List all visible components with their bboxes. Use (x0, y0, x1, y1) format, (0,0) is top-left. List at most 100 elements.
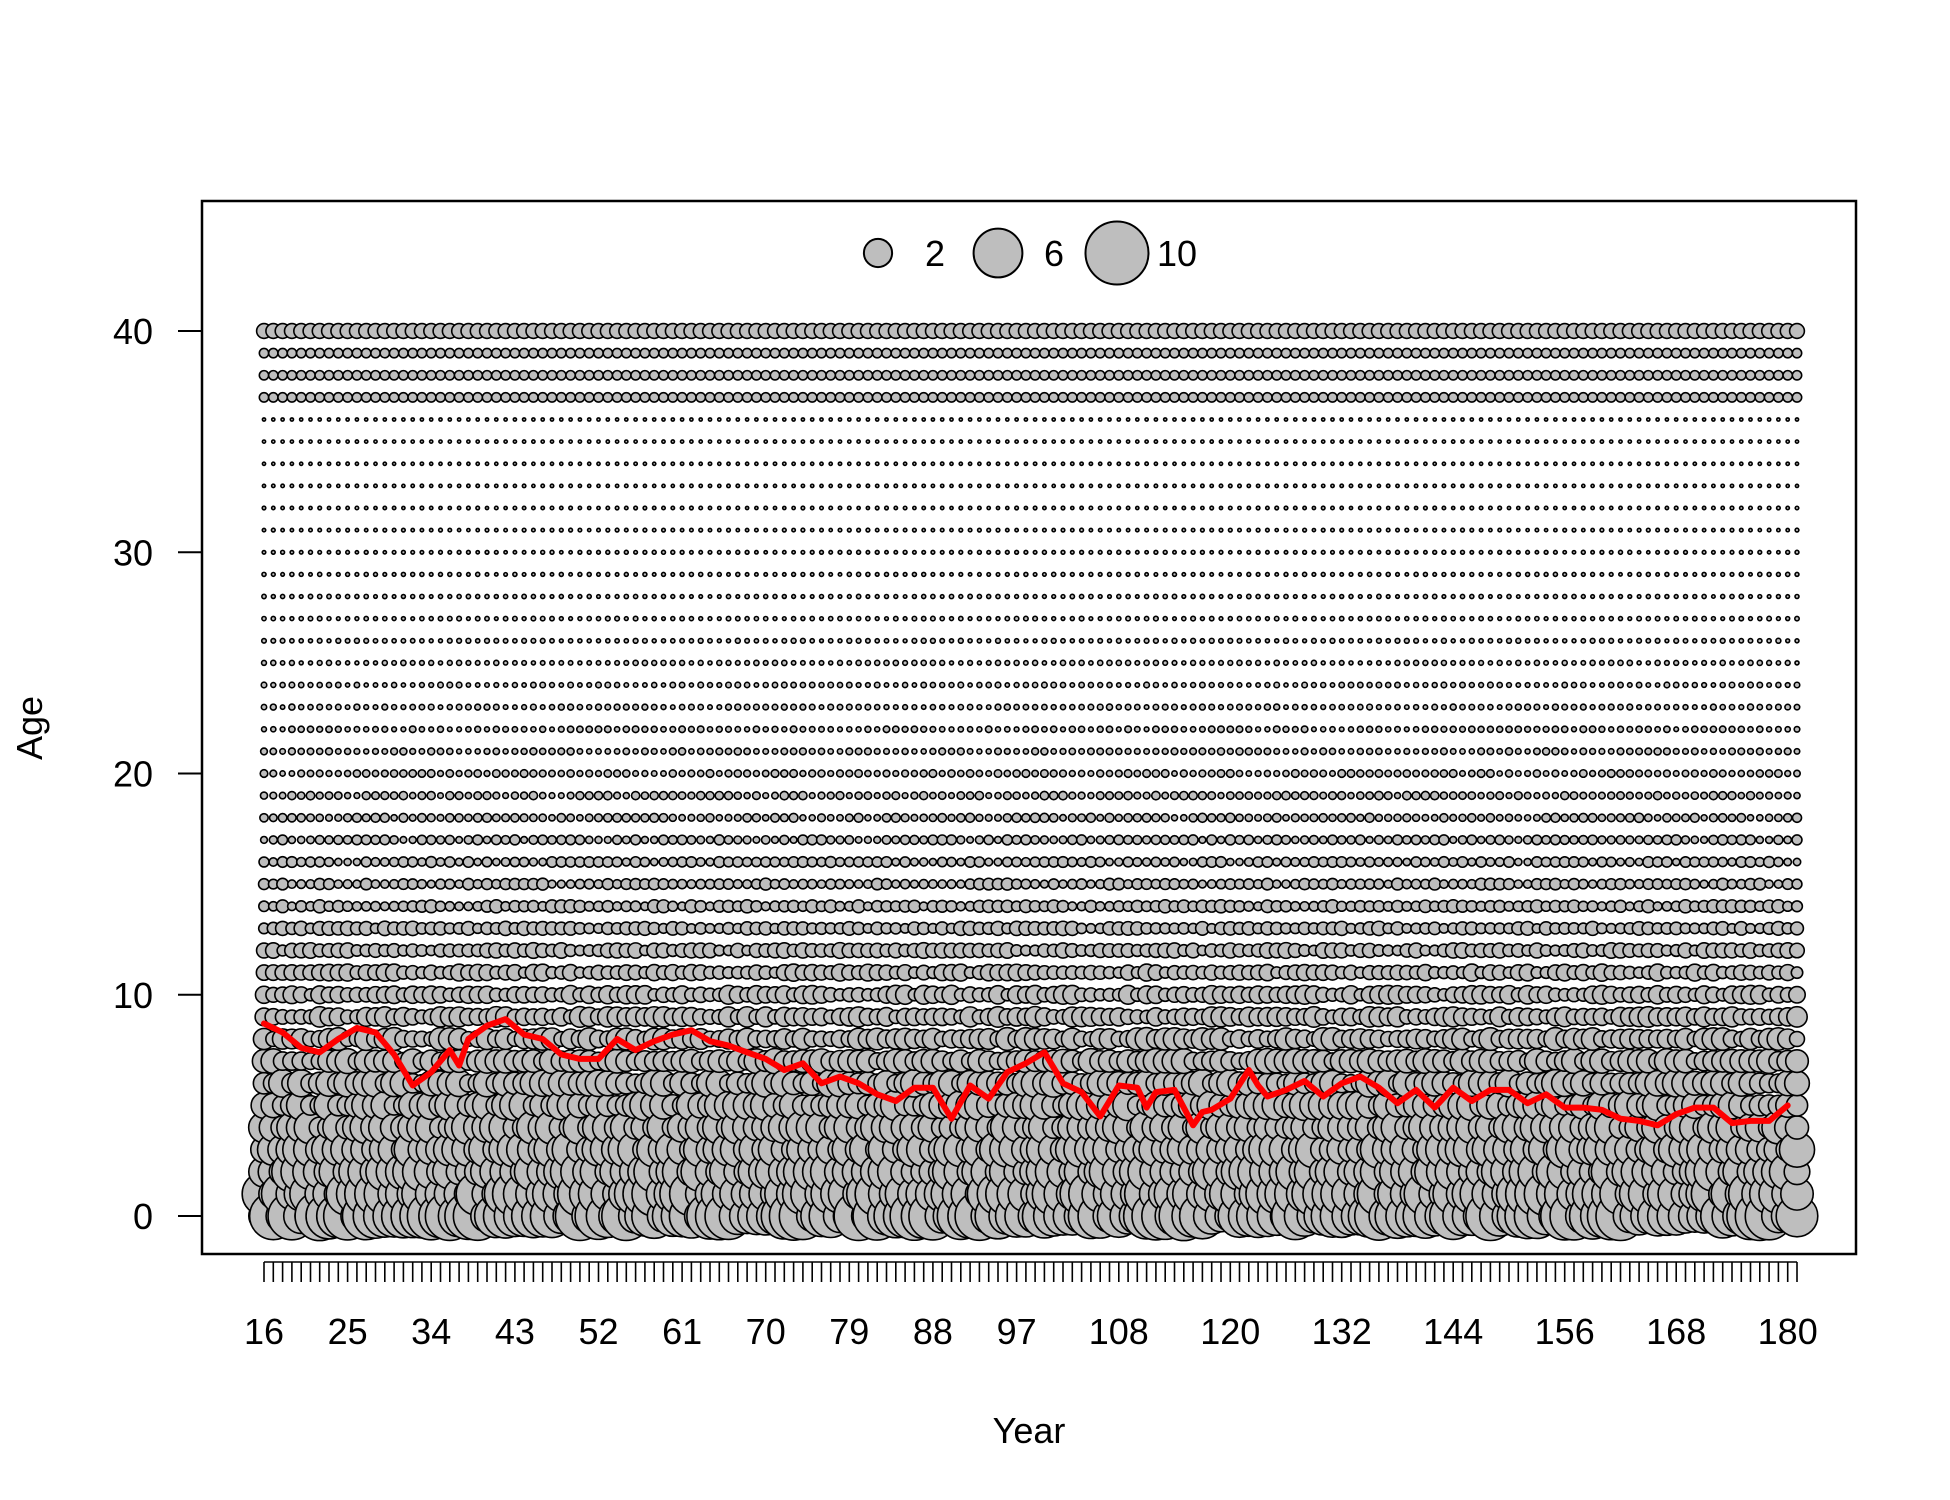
bubble (640, 835, 650, 845)
bubble (567, 615, 574, 622)
bubble (555, 369, 567, 381)
bubble (381, 615, 388, 622)
bubble (567, 659, 574, 666)
bubble (1209, 527, 1215, 533)
bubble (462, 347, 474, 359)
bubble (444, 369, 456, 381)
bubble (519, 835, 529, 845)
bubble (958, 549, 964, 555)
bubble (800, 549, 806, 555)
bubble (1292, 461, 1298, 467)
bubble (1150, 790, 1161, 801)
bubble (1338, 637, 1345, 644)
bubble (567, 593, 574, 600)
bubble (594, 703, 603, 711)
bubble (1151, 813, 1161, 823)
bubble (949, 527, 954, 533)
bubble (873, 791, 881, 800)
bubble (633, 439, 639, 445)
bubble (454, 835, 464, 845)
bubble (371, 725, 380, 733)
bubble (1023, 527, 1029, 533)
bubble (1032, 483, 1038, 489)
bubble (595, 747, 602, 755)
bubble (949, 417, 954, 422)
bubble (778, 856, 790, 868)
bubble (650, 681, 658, 689)
bubble (855, 527, 862, 533)
bubble (734, 615, 741, 622)
bubble (1237, 505, 1242, 511)
bubble (855, 571, 862, 578)
bubble (1348, 417, 1354, 422)
bubble (277, 369, 289, 381)
bubble (391, 461, 397, 467)
bubble (1029, 878, 1041, 890)
bubble (874, 461, 880, 467)
bubble (856, 483, 862, 489)
bubble (732, 347, 744, 359)
bubble (1283, 417, 1289, 422)
bubble (1385, 637, 1392, 644)
bubble (584, 835, 594, 845)
bubble (1345, 391, 1357, 403)
bubble (927, 391, 939, 403)
bubble (771, 681, 779, 689)
bubble (1189, 769, 1197, 778)
bubble (1347, 791, 1355, 800)
bubble (732, 391, 744, 403)
bubble (1364, 369, 1376, 381)
bubble (436, 747, 445, 756)
bubble (1375, 593, 1382, 600)
bubble (816, 347, 827, 359)
bubble (762, 593, 769, 600)
bubble (1367, 417, 1373, 422)
bubble (426, 790, 437, 801)
bubble (781, 615, 787, 622)
bubble (760, 369, 772, 381)
bubble (308, 461, 313, 467)
bubble (1020, 878, 1032, 890)
bubble (576, 703, 584, 711)
bubble (706, 747, 714, 756)
bubble (1112, 877, 1126, 891)
bubble (314, 347, 326, 359)
bubble (520, 637, 528, 644)
bubble (651, 593, 657, 600)
bubble (531, 417, 536, 422)
bubble (612, 769, 622, 778)
bubble (270, 483, 276, 489)
bubble (1271, 347, 1283, 359)
bubble (697, 659, 704, 667)
bubble (484, 439, 490, 445)
bubble (1336, 347, 1348, 359)
bubble (1311, 461, 1317, 467)
bubble (538, 857, 548, 867)
bubble (279, 659, 286, 666)
bubble (1301, 703, 1308, 711)
bubble (1153, 549, 1159, 556)
bubble (817, 791, 826, 800)
bubble (613, 725, 621, 733)
bubble (410, 483, 416, 489)
bubble (1078, 637, 1085, 644)
bubble (911, 527, 918, 533)
bubble (1187, 834, 1199, 846)
bubble (1384, 748, 1392, 755)
bubble (1272, 703, 1281, 711)
bubble (307, 681, 314, 689)
bubble (1002, 790, 1012, 801)
bubble (1225, 768, 1235, 779)
bubble (770, 835, 780, 845)
bubble (409, 571, 416, 578)
bubble (372, 615, 379, 622)
bubble (650, 659, 658, 667)
bubble (315, 769, 324, 778)
bubble (955, 879, 966, 889)
bubble (323, 369, 335, 381)
bubble (984, 813, 993, 822)
bubble (742, 835, 752, 845)
bubble (1060, 593, 1066, 600)
bubble (502, 682, 509, 688)
bubble (409, 659, 416, 667)
